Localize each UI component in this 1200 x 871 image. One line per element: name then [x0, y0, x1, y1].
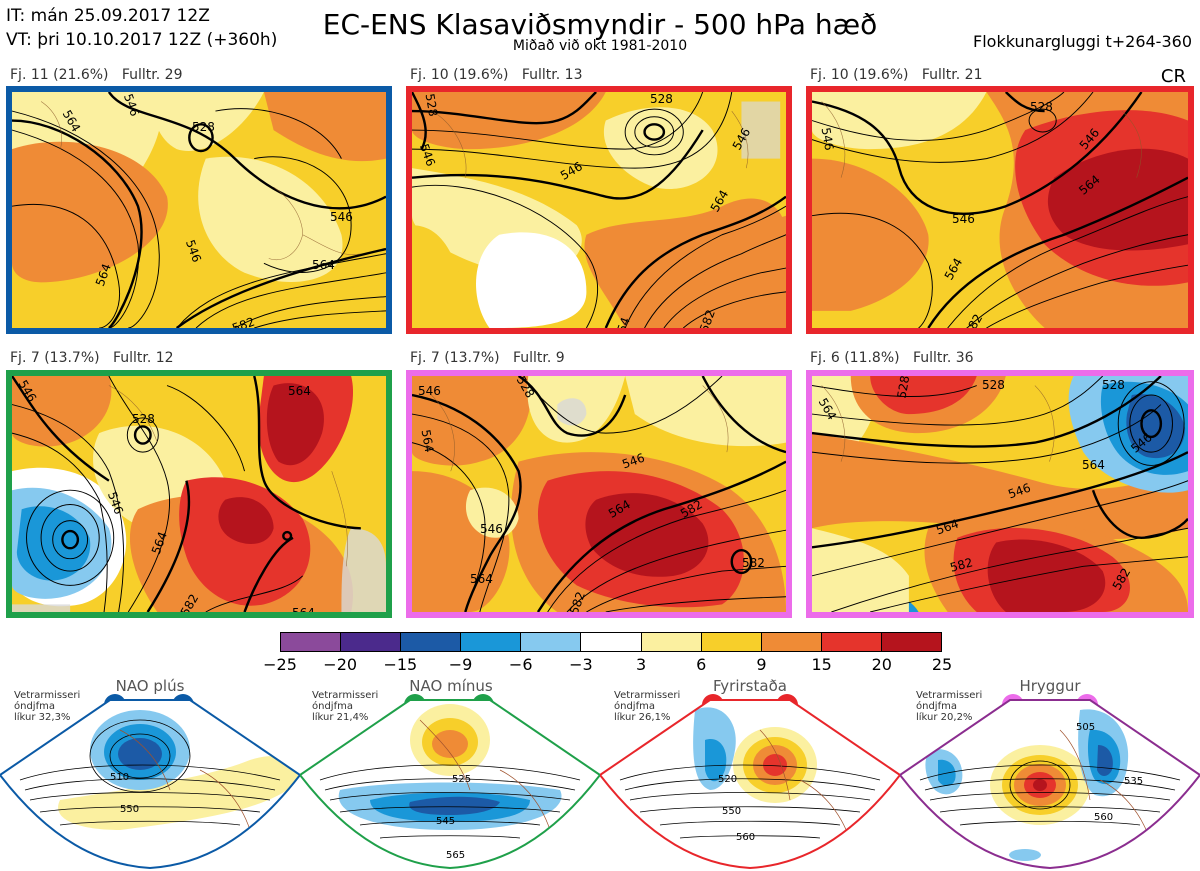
- cluster-map-3[interactable]: 528 546 546 564 564 582 546: [806, 86, 1194, 334]
- cluster-map-6[interactable]: 564 528 528 528 546 564 546 564 582 582: [806, 370, 1194, 618]
- regime-map-2[interactable]: 525 545 565: [300, 690, 600, 871]
- colorbar-segment: [820, 633, 881, 651]
- regime-contour-label: 535: [1124, 776, 1143, 787]
- colorbar-segment: [760, 633, 821, 651]
- cluster-map-1-svg: [12, 92, 386, 328]
- regime-contour-label: 565: [446, 850, 465, 861]
- cluster-map-4-svg: [12, 376, 386, 612]
- contour-label: 546: [952, 212, 975, 226]
- colorbar-segment: [640, 633, 701, 651]
- contour-label: 546: [330, 210, 353, 224]
- colorbar-segment: [520, 633, 581, 651]
- contour-label: 528: [132, 412, 155, 426]
- cluster-map-2-svg: [412, 92, 786, 328]
- colorbar-segment: [340, 633, 401, 651]
- colorbar-segment: [400, 633, 461, 651]
- cluster-map-1[interactable]: 564 528 546 546 564 564 582 546: [6, 86, 392, 334]
- regime-contour-label: 525: [452, 774, 471, 785]
- regime-contour-label: 550: [722, 806, 741, 817]
- colorbar-segment: [880, 633, 942, 651]
- regime-3-title: Fyrirstaða: [713, 677, 787, 695]
- panel-5-label: Fj. 7 (13.7%) Fulltr. 9: [410, 350, 565, 366]
- cluster-map-4[interactable]: 546 528 564 546 564 582 564: [6, 370, 392, 618]
- regime-contour-label: 560: [1094, 812, 1113, 823]
- contour-label: 582: [742, 556, 765, 570]
- colorbar-tick-label: −25: [263, 655, 297, 674]
- contour-label: 528: [650, 92, 673, 106]
- regime-contour-label: 560: [736, 832, 755, 843]
- contour-label: 564: [1082, 458, 1105, 472]
- colorbar-tick-label: −9: [448, 655, 473, 674]
- colorbar: [280, 632, 942, 652]
- colorbar-tick-label: 6: [696, 655, 707, 674]
- regime-map-3[interactable]: 520 550 560: [600, 690, 900, 871]
- colorbar-segment: [460, 633, 521, 651]
- page-title: EC-ENS Klasaviðsmyndir - 500 hPa hæð: [322, 8, 878, 41]
- regime-1-side: Vetrarmisseri óndjfma líkur 32,3%: [14, 690, 81, 723]
- page-subtitle: Miðað við okt 1981-2010: [512, 38, 688, 54]
- colorbar-segment: [580, 633, 641, 651]
- colorbar-tick-label: 15: [811, 655, 832, 674]
- contour-label: 528: [982, 378, 1005, 392]
- regime-contour-label: 545: [436, 816, 455, 827]
- colorbar-tick-label: 25: [931, 655, 953, 674]
- panel-3-label: Fj. 10 (19.6%) Fulltr. 21: [810, 67, 983, 83]
- cluster-map-5[interactable]: 546 528 564 546 546 564 564 582 582 582: [406, 370, 792, 618]
- contour-label: 528: [192, 120, 215, 134]
- contour-label: 564: [470, 572, 493, 586]
- regime-4-title: Hryggur: [1019, 677, 1081, 695]
- regime-2-side: Vetrarmisseri óndjfma líkur 21,4%: [312, 690, 379, 723]
- colorbar-tick-label: 20: [871, 655, 892, 674]
- contour-label: 546: [480, 522, 503, 536]
- cluster-map-2[interactable]: 528 528 546 546 564 582 54 546: [406, 86, 792, 334]
- contour-label: 528: [1102, 378, 1125, 392]
- regime-1-title: NAO plús: [115, 677, 185, 695]
- regime-map-4[interactable]: 505 535 560: [900, 690, 1200, 871]
- regime-contour-label: 550: [120, 804, 139, 815]
- panel-4-label: Fj. 7 (13.7%) Fulltr. 12: [10, 350, 174, 366]
- regime-contour-label: 520: [718, 774, 737, 785]
- regime-contour-label: 510: [110, 772, 129, 783]
- cluster-map-5-svg: [412, 376, 786, 612]
- panel-1-label: Fj. 11 (21.6%) Fulltr. 29: [10, 67, 183, 83]
- panel-2-label: Fj. 10 (19.6%) Fulltr. 13: [410, 67, 583, 83]
- cr-label: CR: [1160, 66, 1186, 87]
- regime-map-1[interactable]: 510 550: [0, 690, 300, 871]
- colorbar-segment: [281, 633, 341, 651]
- regime-3-side: Vetrarmisseri óndjfma líkur 26,1%: [614, 690, 681, 723]
- cluster-map-3-svg: [812, 92, 1188, 328]
- panel-6-label: Fj. 6 (11.8%) Fulltr. 36: [810, 350, 974, 366]
- classification-window: Flokkunargluggi t+264-360: [973, 32, 1192, 51]
- regime-4-side: Vetrarmisseri óndjfma líkur 20,2%: [916, 690, 983, 723]
- colorbar-tick-label: 9: [756, 655, 767, 674]
- contour-label: 564: [288, 384, 311, 398]
- issue-time: IT: mán 25.09.2017 12Z: [6, 6, 210, 26]
- colorbar-tick-label: 3: [635, 655, 647, 674]
- contour-label: 564: [312, 258, 335, 272]
- contour-label: 546: [418, 384, 441, 398]
- colorbar-tick-label: −6: [508, 655, 533, 674]
- colorbar-segment: [700, 633, 761, 651]
- regime-contour-label: 505: [1076, 722, 1095, 733]
- cluster-map-6-svg: [812, 376, 1188, 612]
- regime-2-title: NAO mínus: [409, 677, 493, 695]
- colorbar-tick-label: −20: [323, 655, 358, 674]
- colorbar-tick-label: −3: [569, 655, 593, 674]
- contour-label: 528: [1030, 100, 1053, 114]
- contour-label: 564: [292, 606, 315, 618]
- valid-time: VT: þri 10.10.2017 12Z (+360h): [6, 30, 278, 50]
- colorbar-tick-label: −15: [383, 655, 418, 674]
